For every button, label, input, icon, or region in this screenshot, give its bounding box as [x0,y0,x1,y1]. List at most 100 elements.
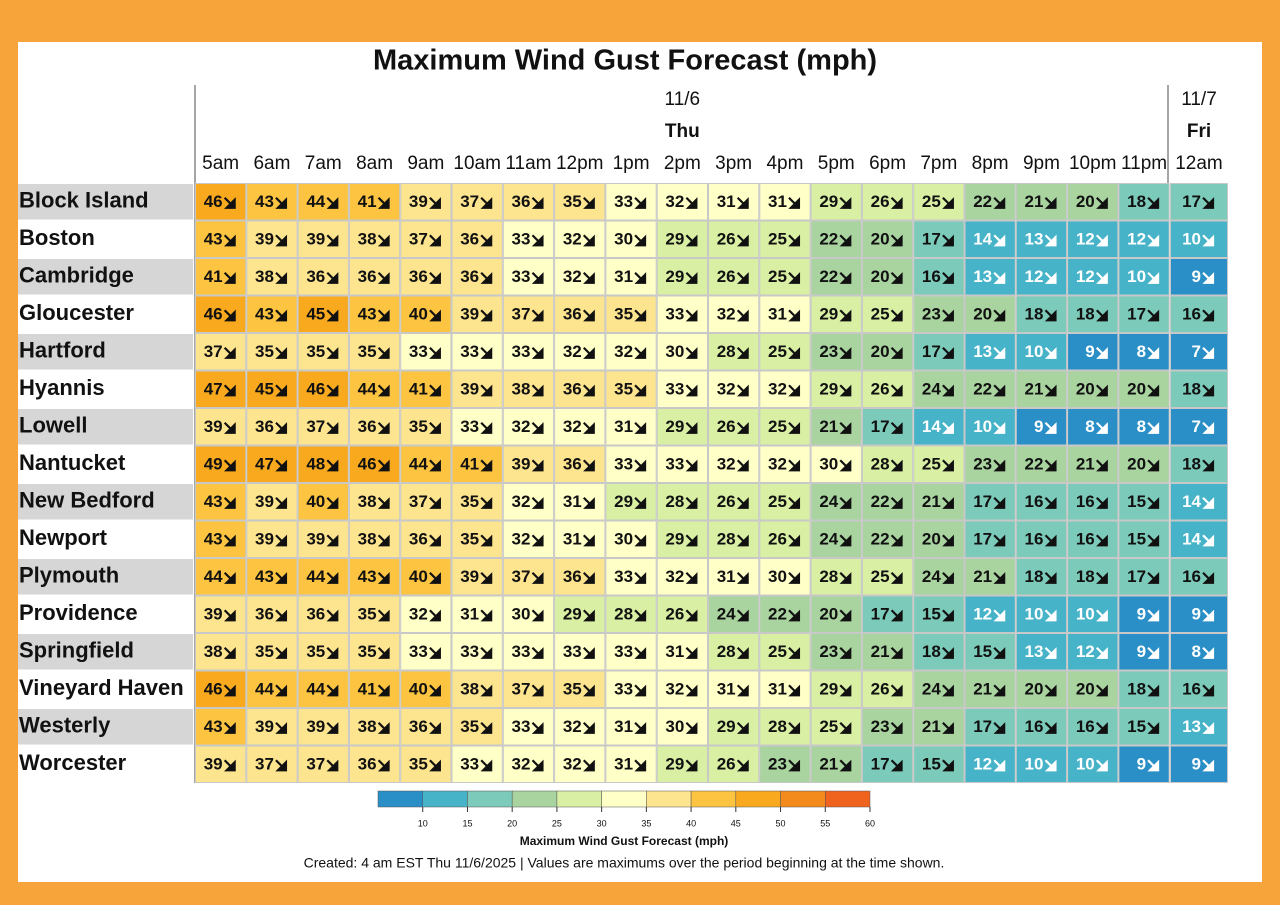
cell-value: 22 [768,605,787,624]
heat-cell [708,558,760,596]
cell-value: 33 [614,455,633,474]
heat-cell [195,220,247,258]
cell-value: 17 [973,492,992,511]
wind-arrow [582,721,595,734]
cell-value: 35 [614,305,633,324]
cell-value: 43 [255,305,274,324]
wind-arrow [1147,496,1160,509]
heat-cell [605,558,657,596]
heat-cell [348,258,401,296]
wind-arrow [377,234,390,247]
heat-cell [451,220,503,258]
wind-arrow [377,646,390,659]
heat-cell [297,445,349,483]
wind-arrow [223,571,236,584]
heat-cell [554,183,606,221]
wind-arrow [531,609,544,622]
cell-value: 22 [819,267,838,286]
heat-cell [1170,633,1228,671]
wind-arrow [531,234,544,247]
x-tick-label: 5pm [818,153,855,174]
wind-arrow [1095,646,1108,659]
heat-cell [1067,520,1119,558]
cell-value: 29 [665,230,684,249]
wind-arrow [1202,196,1215,209]
cell-value: 31 [665,642,684,661]
cell-value: 36 [563,305,582,324]
cell-value: 49 [204,455,223,474]
heat-cell [246,708,298,746]
cell-value: 31 [614,717,633,736]
wind-arrow [429,759,441,772]
heat-cell [502,220,555,258]
cell-value: 26 [871,680,890,699]
cell-value: 18 [1182,380,1201,399]
wind-arrow [1044,271,1057,284]
heat-cell [246,633,298,671]
x-tick-label: 10pm [1069,153,1117,174]
cell-value: 22 [973,380,992,399]
cell-value: 21 [1076,455,1095,474]
cell-value: 10 [1025,755,1044,774]
heat-cell [913,670,965,708]
wind-arrow [531,721,544,734]
cell-value: 31 [717,567,736,586]
wind-arrow [839,459,852,472]
cell-value: 36 [409,717,428,736]
colorbar-bin [422,790,468,808]
wind-arrow [429,684,441,697]
heat-cell [246,445,298,483]
wind-arrow [1044,646,1057,659]
x-tick-label: 3pm [715,153,752,174]
heat-cell [400,445,452,483]
cell-value: 32 [768,455,787,474]
heat-cell [554,445,606,483]
cell-value: 37 [409,230,428,249]
wind-arrow [275,234,288,247]
heat-cell [913,595,965,633]
wind-arrow [634,646,647,659]
cell-value: 26 [717,417,736,436]
wind-arrow [942,309,954,322]
cell-value: 12 [1076,230,1095,249]
cell-value: 30 [665,717,684,736]
wind-arrow [582,346,595,359]
cell-value: 9 [1192,755,1201,774]
wind-arrow [1095,234,1108,247]
wind-arrow [1044,721,1057,734]
wind-arrow [582,609,595,622]
heat-cell [605,633,657,671]
cell-value: 23 [768,755,787,774]
heat-cell [913,183,965,221]
wind-arrow [275,721,288,734]
wind-arrow [736,609,749,622]
wind-arrow [275,309,288,322]
wind-arrow [685,609,698,622]
cell-value: 46 [204,305,223,324]
wind-arrow [1202,384,1215,397]
cell-value: 31 [614,755,633,774]
heat-cell [1170,445,1228,483]
cell-value: 33 [512,642,531,661]
heat-cell [656,670,709,708]
cell-value: 36 [563,380,582,399]
x-tick-label: 9pm [1023,153,1060,174]
cell-value: 40 [306,492,325,511]
wind-arrow [480,271,493,284]
cell-value: 18 [1127,192,1146,211]
heat-cell [810,258,862,296]
heat-cell [1015,558,1068,596]
heat-cell [348,670,401,708]
wind-arrow [531,346,544,359]
cell-value: 17 [973,530,992,549]
heat-cell [759,708,811,746]
wind-arrow [993,346,1006,359]
wind-arrow [377,571,390,584]
wind-arrow [685,384,698,397]
y-tick-label: Worcester [19,750,127,775]
cell-value: 15 [922,755,941,774]
heat-cell [348,520,401,558]
cell-value: 22 [819,230,838,249]
wind-arrow [531,309,544,322]
heat-cell [297,333,349,371]
